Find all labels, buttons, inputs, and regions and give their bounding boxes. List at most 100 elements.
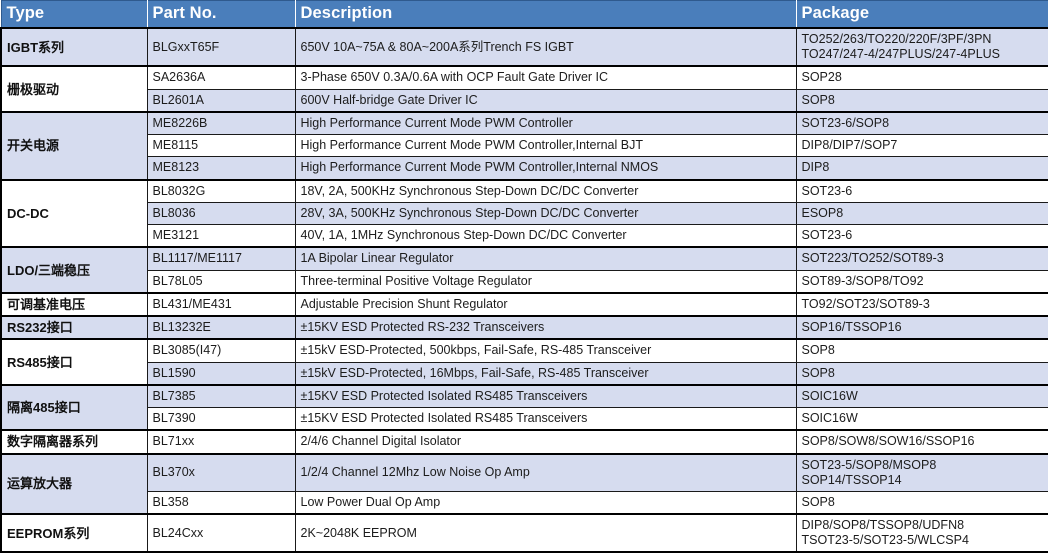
table-row: ME8123 High Performance Current Mode PWM … bbox=[1, 156, 1048, 180]
type-cell: 隔离485接口 bbox=[0, 383, 148, 432]
package-cell: TO252/263/TO220/220F/3PF/3PN TO247/247-4/… bbox=[795, 26, 1048, 67]
table-row: BL1590 ±15kV ESD-Protected, 16Mbps, Fail-… bbox=[1, 361, 1048, 386]
part-no-cell: SA2636A bbox=[146, 65, 296, 90]
package-cell: DIP8/DIP7/SOP7 bbox=[795, 133, 1048, 158]
package-line: TSOT23-5/SOT23-5/WLCSP4 bbox=[801, 533, 969, 548]
package-lines: SOT23-5/SOP8/MSOP8 SOP14/TSSOP14 bbox=[802, 458, 1044, 488]
type-cell: RS485接口 bbox=[0, 338, 148, 386]
table-row: BL358 Low Power Dual Op Amp SOP8 bbox=[1, 490, 1048, 515]
description-cell: ±15KV ESD Protected Isolated RS485 Trans… bbox=[294, 383, 797, 408]
part-no-cell: BL358 bbox=[146, 490, 296, 515]
package-cell: SOP8 bbox=[795, 88, 1048, 113]
part-no-cell: BL71xx bbox=[146, 429, 296, 455]
description-cell: 1/2/4 Channel 12Mhz Low Noise Op Amp bbox=[294, 452, 797, 492]
description-cell: ±15KV ESD Protected Isolated RS485 Trans… bbox=[294, 407, 797, 431]
package-line: DIP8/SOP8/TSSOP8/UDFN8 bbox=[801, 518, 965, 533]
package-cell: SOT23-6 bbox=[795, 178, 1048, 203]
package-cell: SOIC16W bbox=[795, 383, 1048, 408]
description-cell: ±15kV ESD-Protected, 500kbps, Fail-Safe,… bbox=[294, 338, 797, 363]
header-row: Type Part No. Description Package bbox=[0, 0, 1048, 29]
package-cell: DIP8 bbox=[795, 156, 1048, 180]
table-header: Type Part No. Description Package bbox=[0, 0, 1048, 29]
package-cell: ESOP8 bbox=[795, 201, 1048, 226]
package-cell: SOT23-6/SOP8 bbox=[795, 110, 1048, 135]
description-cell: 18V, 2A, 500KHz Synchronous Step-Down DC… bbox=[294, 178, 797, 203]
description-cell: High Performance Current Mode PWM Contro… bbox=[294, 110, 797, 135]
part-no-cell: BL8036 bbox=[146, 201, 296, 226]
part-no-cell: BL24Cxx bbox=[146, 512, 296, 553]
type-cell: 可调基准电压 bbox=[0, 291, 148, 318]
package-cell: SOT89-3/SOP8/TO92 bbox=[795, 269, 1048, 294]
table-row: 数字隔离器系列 BL71xx 2/4/6 Channel Digital Isola… bbox=[0, 429, 1048, 455]
part-no-cell: BL370x bbox=[146, 452, 296, 492]
part-no-cell: BLGxxT65F bbox=[146, 26, 296, 67]
part-no-cell: ME8226B bbox=[146, 110, 296, 135]
package-line: TO252/263/TO220/220F/3PF/3PN bbox=[801, 32, 992, 47]
type-cell: 栅极驱动 bbox=[0, 65, 148, 113]
description-cell: 2K~2048K EEPROM bbox=[294, 512, 797, 553]
table-row: BL7390 ±15KV ESD Protected Isolated RS485… bbox=[1, 407, 1048, 431]
table-row: 运算放大器 BL370x 1/2/4 Channel 12Mhz Low Noise… bbox=[0, 452, 1048, 515]
part-no-cell: BL78L05 bbox=[146, 269, 296, 294]
table-row: BL78L05 Three-terminal Positive Voltage R… bbox=[1, 269, 1048, 294]
table-row: 开关电源 ME8226B High Performance Current Mode… bbox=[0, 110, 1048, 181]
description-cell: 1A Bipolar Linear Regulator bbox=[294, 246, 797, 271]
part-no-cell: BL2601A bbox=[146, 88, 296, 113]
package-cell: SOT223/TO252/SOT89-3 bbox=[795, 246, 1048, 271]
type-cell: 数字隔离器系列 bbox=[0, 429, 148, 455]
part-no-cell: BL431/ME431 bbox=[146, 291, 296, 317]
table-body: IGBT系列 BLGxxT65F 650V 10A~75A & 80A~200A系列… bbox=[0, 26, 1048, 553]
part-no-cell: BL13232E bbox=[146, 314, 296, 340]
package-cell: SOIC16W bbox=[795, 407, 1048, 431]
table-row: IGBT系列 BLGxxT65F 650V 10A~75A & 80A~200A系列… bbox=[0, 26, 1048, 68]
type-cell: 开关电源 bbox=[0, 110, 148, 181]
package-cell: SOP8 bbox=[795, 338, 1048, 363]
package-cell: TO92/SOT23/SOT89-3 bbox=[795, 291, 1048, 317]
type-cell: IGBT系列 bbox=[0, 26, 148, 68]
column-header-package[interactable]: Package bbox=[795, 0, 1048, 29]
package-line: TO247/247-4/247PLUS/247-4PLUS bbox=[801, 47, 1001, 62]
table-row: 栅极驱动 SA2636A 3-Phase 650V 0.3A/0.6A with O… bbox=[0, 65, 1048, 113]
description-cell: High Performance Current Mode PWM Contro… bbox=[294, 156, 797, 180]
package-lines: DIP8/SOP8/TSSOP8/UDFN8 TSOT23-5/SOT23-5/W… bbox=[802, 518, 1044, 548]
part-no-cell: BL3085(I47) bbox=[146, 338, 296, 363]
type-cell: 运算放大器 bbox=[0, 452, 148, 515]
table-row: ME3121 40V, 1A, 1MHz Synchronous Step-Dow… bbox=[1, 224, 1048, 248]
package-cell: SOP16/TSSOP16 bbox=[795, 314, 1048, 340]
column-header-description[interactable]: Description bbox=[294, 0, 797, 29]
description-cell: High Performance Current Mode PWM Contro… bbox=[294, 133, 797, 158]
package-lines: TO252/263/TO220/220F/3PF/3PN TO247/247-4/… bbox=[802, 32, 1044, 62]
package-line: SOP14/TSSOP14 bbox=[801, 472, 902, 487]
package-cell: DIP8/SOP8/TSSOP8/UDFN8 TSOT23-5/SOT23-5/W… bbox=[795, 512, 1048, 553]
part-no-cell: BL7385 bbox=[146, 383, 296, 408]
part-no-cell: ME3121 bbox=[146, 224, 296, 248]
description-cell: ±15kV ESD-Protected, 16Mbps, Fail-Safe, … bbox=[294, 361, 797, 386]
description-cell: 3-Phase 650V 0.3A/0.6A with OCP Fault Ga… bbox=[294, 65, 797, 90]
description-cell: 600V Half-bridge Gate Driver IC bbox=[294, 88, 797, 113]
package-cell: SOT23-5/SOP8/MSOP8 SOP14/TSSOP14 bbox=[795, 452, 1048, 492]
table-row: RS232接口 BL13232E ±15KV ESD Protected RS-23… bbox=[0, 314, 1048, 341]
package-cell: SOP8 bbox=[795, 361, 1048, 386]
package-cell: SOP8 bbox=[795, 490, 1048, 515]
package-cell: SOP8/SOW8/SOW16/SSOP16 bbox=[795, 429, 1048, 455]
column-header-part-no[interactable]: Part No. bbox=[146, 0, 296, 29]
part-no-cell: BL8032G bbox=[146, 178, 296, 203]
description-cell: Low Power Dual Op Amp bbox=[294, 490, 797, 515]
table-row: EEPROM系列 BL24Cxx 2K~2048K EEPROM DIP8/SOP8/… bbox=[0, 512, 1048, 553]
part-no-cell: ME8115 bbox=[146, 133, 296, 158]
description-cell: 40V, 1A, 1MHz Synchronous Step-Down DC/D… bbox=[294, 224, 797, 248]
description-cell: ±15KV ESD Protected RS-232 Transceivers bbox=[294, 314, 797, 340]
type-cell: DC-DC bbox=[0, 178, 148, 249]
table-row: RS485接口 BL3085(I47) ±15kV ESD-Protected, 5… bbox=[0, 338, 1048, 386]
package-line: SOT23-5/SOP8/MSOP8 bbox=[801, 457, 937, 472]
type-cell: RS232接口 bbox=[0, 314, 148, 341]
part-no-cell: ME8123 bbox=[146, 156, 296, 180]
description-cell: 650V 10A~75A & 80A~200A系列Trench FS IGBT bbox=[294, 26, 797, 67]
description-cell: 28V, 3A, 500KHz Synchronous Step-Down DC… bbox=[294, 201, 797, 226]
column-header-type[interactable]: Type bbox=[0, 0, 148, 29]
package-cell: SOP28 bbox=[795, 65, 1048, 90]
part-no-cell: BL1117/ME1117 bbox=[146, 246, 296, 271]
description-cell: Adjustable Precision Shunt Regulator bbox=[294, 291, 797, 317]
type-cell: LDO/三端稳压 bbox=[0, 246, 148, 294]
